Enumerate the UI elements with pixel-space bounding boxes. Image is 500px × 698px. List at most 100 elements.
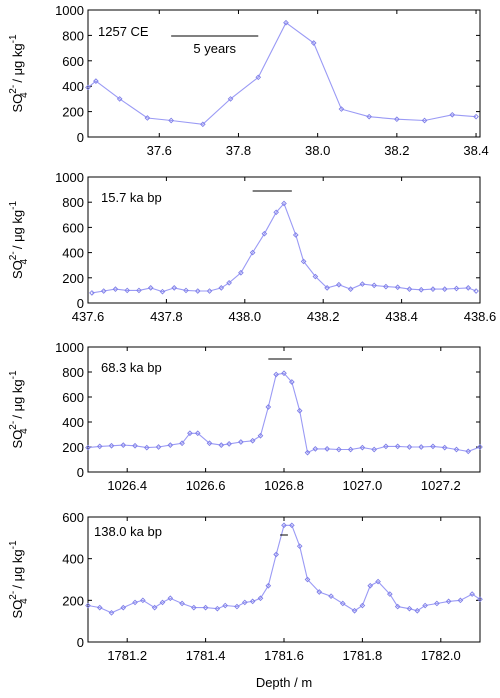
data-point [375,578,381,585]
y-axis-label: SO2-4 / μg kg-1 [8,201,30,280]
y-tick-label: 400 [62,79,84,94]
event-label: 1257 CE [98,24,149,39]
data-point [418,286,425,293]
data-point [255,74,262,81]
data-point [477,596,483,603]
x-tick-label: 1027.2 [421,478,461,493]
series-line [91,202,477,294]
y-tick-label: 200 [62,593,84,608]
plot-frame [87,176,481,304]
data-point [206,288,213,294]
data-point [457,597,464,604]
data-point [339,600,346,607]
data-point [136,287,142,294]
data-point [406,286,413,292]
data-point [449,111,456,118]
y-tick-label: 400 [62,246,84,261]
data-point [265,404,272,410]
y-axis-label-charge: 2- [8,251,19,260]
data-point [167,595,174,602]
data-point [453,446,460,453]
y-axis-label-subscript: 4 [19,258,30,264]
data-point [338,106,345,112]
x-tick-label: 1781.2 [107,648,147,663]
data-point [469,591,475,597]
data-point [273,371,279,378]
y-tick-label: 600 [62,390,84,405]
data-point [257,432,264,439]
data-point [238,269,244,276]
y-tick-label: 200 [62,271,84,286]
event-label: 68.3 ka bp [101,360,162,375]
data-point [434,600,440,607]
data-point [304,576,311,583]
data-point [261,230,268,237]
data-point [85,84,91,91]
x-axis-label: Depth / m [256,675,312,690]
data-point [473,113,479,120]
data-point [155,444,162,450]
data-point [394,116,400,123]
data-point [418,444,425,450]
plot-frame [87,9,481,138]
data-point [296,543,303,550]
data-point [441,444,448,451]
data-point [93,78,99,84]
data-point [289,522,295,529]
y-tick-label: 1000 [55,340,84,355]
y-axis-label-charge: 2- [8,421,19,430]
x-tick-label: 38.4 [463,143,488,158]
y-axis-label: SO2-4 / μg kg-1 [8,540,30,619]
data-point [257,595,264,602]
data-point [359,281,366,287]
y-axis-label-unit-exponent: -1 [8,370,19,379]
chart-panel-3: 0 200 400 600 800 1000 1026.4 1026.6 1026.8 1027.… [8,340,483,493]
data-point [85,444,91,451]
data-point [108,609,115,616]
data-point [249,249,256,256]
data-point [406,605,413,612]
data-point [367,582,374,589]
data-point [316,589,323,595]
data-point [151,604,158,611]
data-point [120,442,127,448]
x-tick-label: 1026.6 [186,478,226,493]
y-axis-label: SO2-4 / μg kg-1 [8,370,30,449]
data-point [234,603,240,610]
y-tick-label: 1000 [55,170,84,185]
data-point [159,599,166,606]
data-point [179,600,185,607]
data-point [394,443,401,450]
data-point [383,443,389,450]
data-point [241,599,248,606]
y-tick-label: 600 [62,54,84,69]
data-point [366,113,372,120]
x-tick-label: 1781.6 [264,648,304,663]
data-point [167,442,174,448]
data-point [371,446,377,453]
data-point [283,19,289,26]
y-tick-label: 200 [62,440,84,455]
series-line [87,372,481,454]
data-point [194,430,201,437]
y-axis-label: SO2-4 / μg kg-1 [8,34,30,113]
y-axis-label-unit-exponent: -1 [8,34,19,43]
data-point [273,209,279,216]
y-axis-label-main: SO [10,600,25,619]
event-label: 15.7 ka bp [101,190,162,205]
data-point [281,522,287,529]
data-point [304,449,311,456]
data-point [96,443,103,450]
data-point [473,288,479,294]
data-point [206,440,213,447]
data-point [347,286,354,292]
data-point [218,442,225,448]
y-axis-label-unit: / μg kg [10,379,25,422]
y-tick-label: 800 [62,195,84,210]
y-axis-label-subscript: 4 [19,92,30,98]
y-axis-label-unit: / μg kg [10,210,25,253]
x-tick-label: 1026.4 [107,478,147,493]
data-point [394,284,401,291]
chart-panel-4: 0 200 400 600 1781.2 1781.4 1781.6 1781.8 1782.0… [8,510,483,663]
data-point [336,446,342,453]
